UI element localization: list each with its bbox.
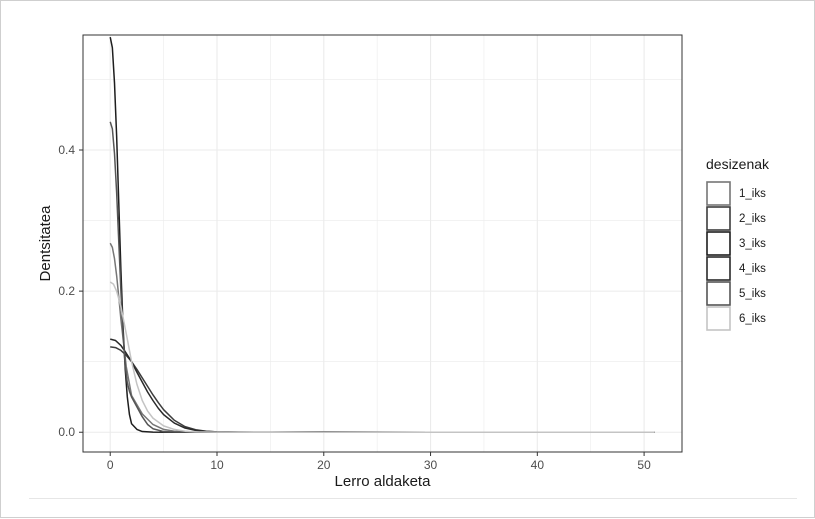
x-tick-label: 50 [637, 458, 651, 472]
x-tick-label: 20 [317, 458, 331, 472]
legend-key-6_iks [706, 306, 731, 331]
x-tick-label: 0 [107, 458, 114, 472]
series-line-6_iks [109, 281, 655, 433]
legend-label-1_iks: 1_iks [739, 188, 766, 200]
legend-key-3_iks [706, 231, 731, 256]
y-tick-label: 0.0 [58, 425, 75, 439]
legend-label-2_iks: 2_iks [739, 213, 766, 225]
legend-key-2_iks [706, 206, 731, 231]
panel-background [83, 35, 682, 452]
legend-label-4_iks: 4_iks [739, 263, 766, 275]
x-tick-label: 30 [424, 458, 438, 472]
legend-label-5_iks: 5_iks [739, 288, 766, 300]
legend-label-3_iks: 3_iks [739, 238, 766, 250]
x-axis-title: Lerro aldaketa [335, 473, 432, 490]
x-tick-label: 40 [531, 458, 545, 472]
series-lines [109, 36, 655, 433]
legend: desizenak 1_iks 2_iks 3_iks 4_iks 5_iks 6_iks [706, 156, 770, 331]
legend-key-5_iks [706, 281, 731, 306]
y-tick-label: 0.2 [58, 284, 75, 298]
y-tick-label: 0.4 [58, 143, 75, 157]
axis-ticks: 0 10 20 30 40 50 0.0 0.2 0.4 [58, 143, 651, 472]
legend-key-4_iks [706, 256, 731, 281]
bottom-divider [29, 498, 797, 499]
legend-label-6_iks: 6_iks [739, 313, 766, 325]
x-tick-label: 10 [210, 458, 224, 472]
legend-key-1_iks [706, 181, 731, 206]
legend-title: desizenak [706, 156, 770, 172]
panel-border [82, 34, 683, 453]
y-axis-title: Dentsitatea [37, 205, 54, 282]
